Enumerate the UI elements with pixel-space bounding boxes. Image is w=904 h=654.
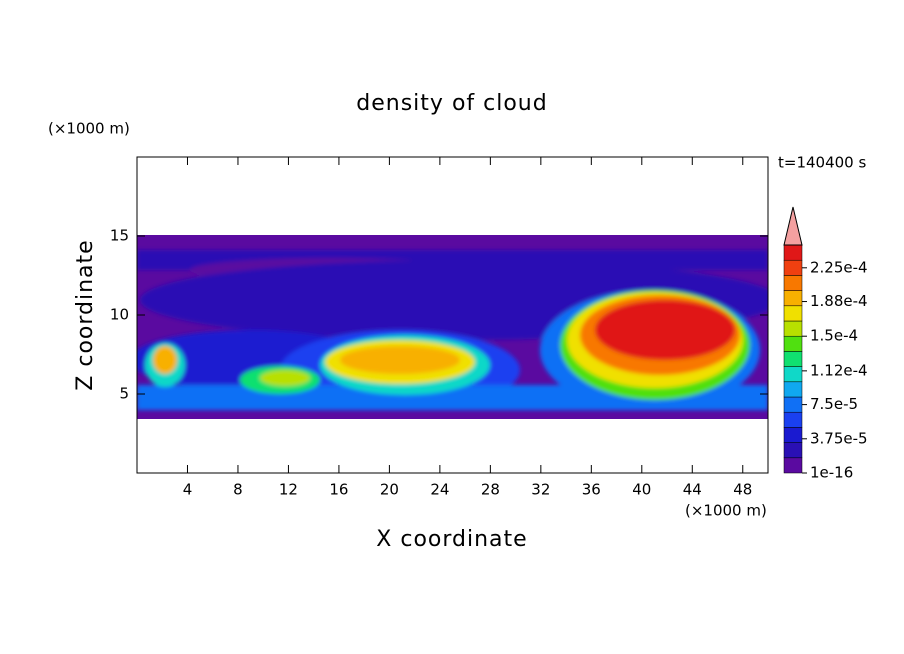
x-tick-label: 44 — [683, 481, 702, 499]
x-tick-label: 40 — [632, 481, 651, 499]
colorbar-band — [783, 305, 803, 322]
y-tick-label: 15 — [110, 227, 129, 245]
colorbar-tick-label: 1.12e-4 — [810, 361, 868, 379]
colorbar-band — [783, 381, 803, 398]
chart-title: density of cloud — [356, 91, 547, 116]
colorbar-band — [783, 244, 803, 261]
x-unit: (×1000 m) — [685, 502, 767, 520]
colorbar-band — [783, 457, 803, 474]
colorbar-band — [783, 275, 803, 291]
colorbar-band — [783, 411, 803, 428]
colorbar-band — [783, 351, 803, 367]
x-tick-label: 28 — [481, 481, 500, 499]
colorbar-band — [783, 259, 803, 276]
x-tick-label: 36 — [582, 481, 601, 499]
colorbar-tick-label: 1.5e-4 — [810, 327, 858, 345]
x-tick-label: 24 — [430, 481, 449, 499]
x-tick-label: 48 — [733, 481, 752, 499]
y-axis-title: Z coordinate — [73, 239, 98, 390]
colorbar-band — [783, 396, 803, 413]
colorbar-tick-label: 1e-16 — [810, 464, 853, 482]
colorbar-band — [783, 290, 803, 307]
colorbar-tick-label: 2.25e-4 — [810, 258, 868, 276]
y-tick-label: 10 — [110, 306, 129, 324]
colorbar-extend — [783, 206, 803, 246]
contour-field — [137, 235, 768, 419]
x-tick-label: 12 — [279, 481, 298, 499]
colorbar-band — [783, 320, 803, 337]
colorbar-tick-label: 7.5e-5 — [810, 395, 858, 413]
colorbar-band — [783, 366, 803, 383]
x-tick-label: 20 — [380, 481, 399, 499]
colorbar-band — [783, 335, 803, 352]
y-unit: (×1000 m) — [48, 120, 130, 138]
colorbar-band — [783, 427, 803, 443]
x-tick-label: 32 — [531, 481, 550, 499]
y-tick-label: 5 — [119, 385, 129, 403]
x-tick-label: 16 — [329, 481, 348, 499]
x-tick-label: 4 — [183, 481, 193, 499]
x-axis-title: X coordinate — [376, 527, 527, 552]
colorbar-tick-label: 1.88e-4 — [810, 292, 868, 310]
colorbar-tick-label: 3.75e-5 — [810, 429, 868, 447]
time-label: t=140400 s — [778, 154, 866, 172]
x-tick-label: 8 — [233, 481, 243, 499]
colorbar-band — [783, 442, 803, 459]
